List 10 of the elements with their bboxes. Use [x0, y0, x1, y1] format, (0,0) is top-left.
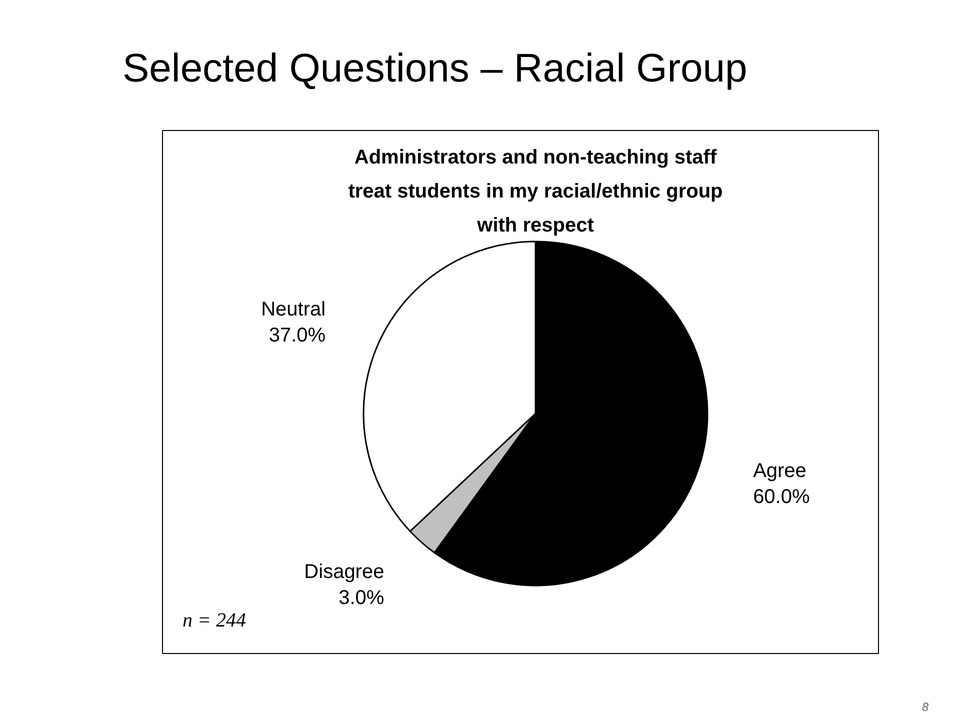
data-label: 3.0% — [338, 587, 384, 610]
slice-label: Agree — [753, 460, 806, 482]
chart-title: Selected Questions – Racial Group — [122, 46, 748, 90]
slice-label: Neutral — [261, 298, 326, 321]
chart-subtitle: Administrators and non-teaching staff treat students in my racial/ethnic group with respect — [348, 146, 723, 236]
text: n = 244 — [182, 610, 246, 632]
data-label: 37.0% — [268, 324, 326, 347]
data-label: 60.0% — [753, 486, 810, 508]
slice-label: Disagree — [304, 561, 384, 584]
text: 8 — [922, 700, 929, 714]
